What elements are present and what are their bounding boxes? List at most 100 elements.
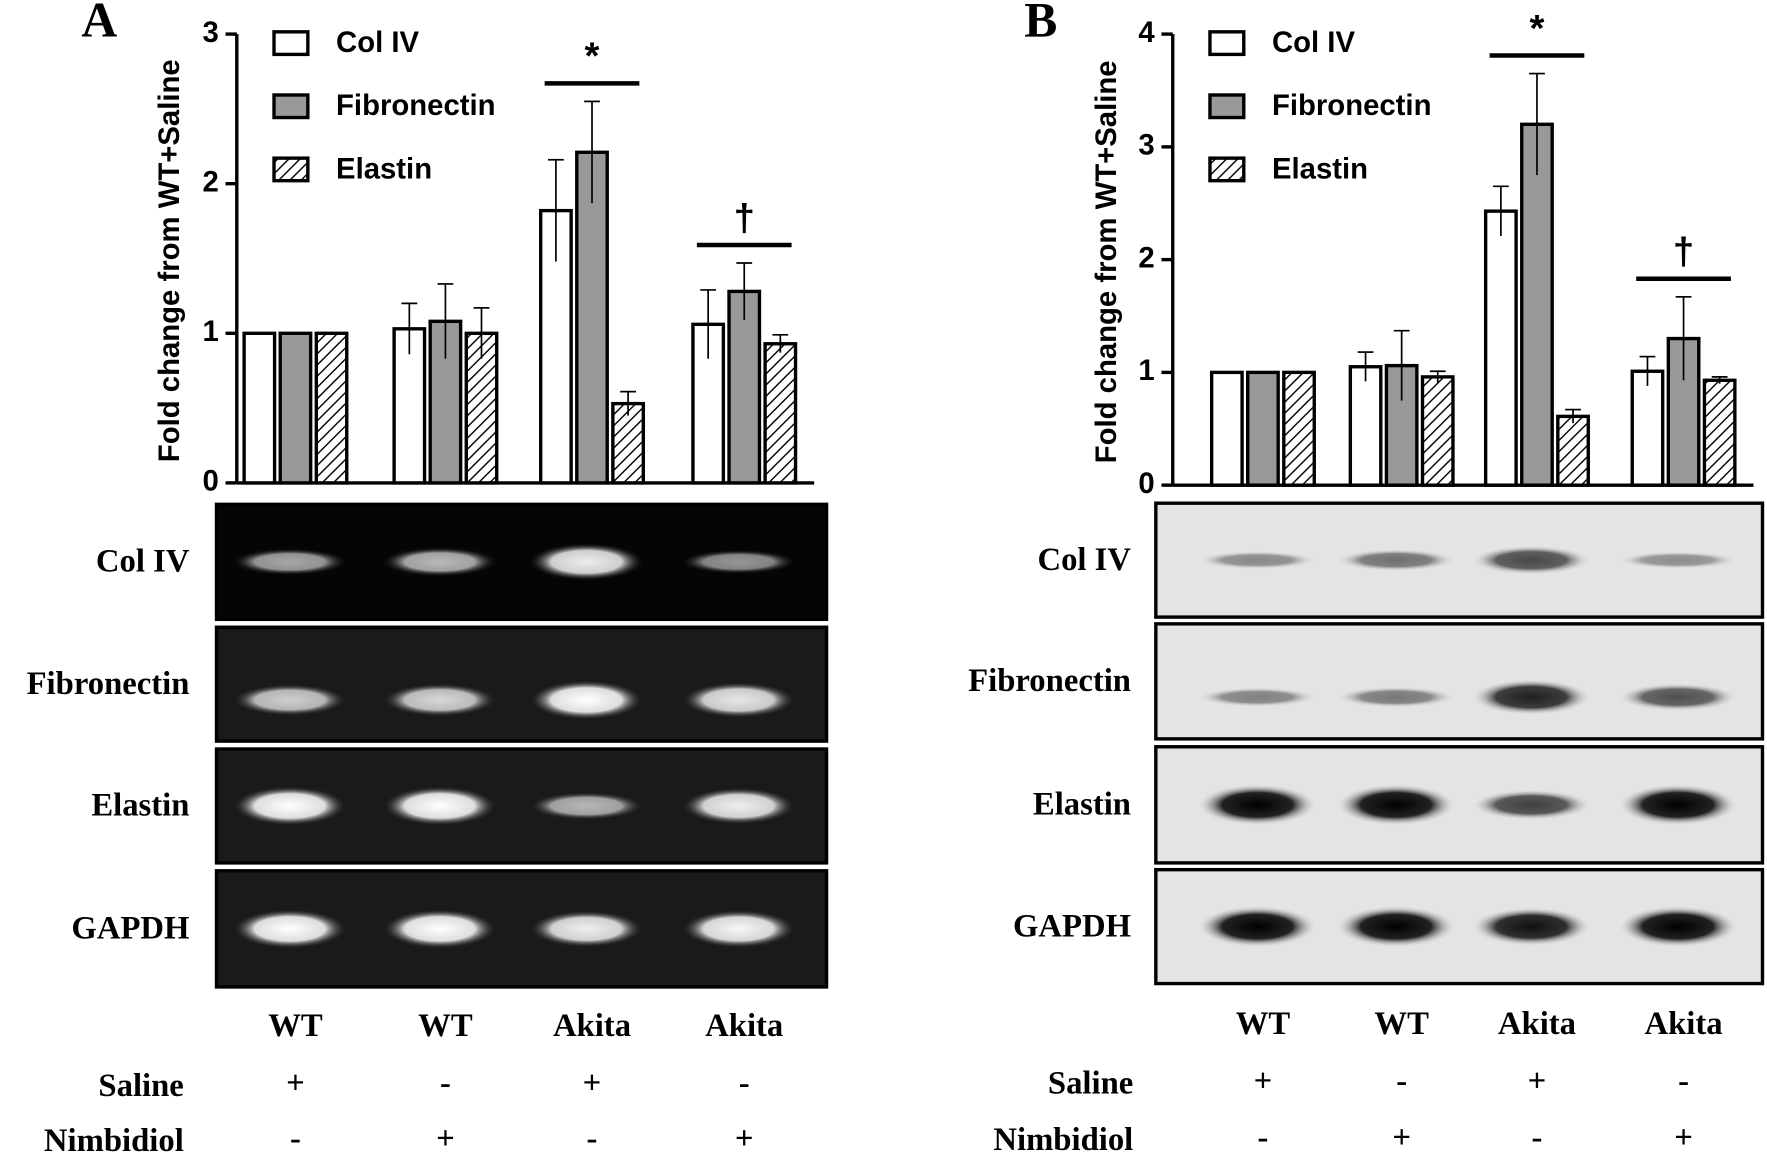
- bar: [278, 331, 313, 485]
- bar: [575, 150, 609, 485]
- bar: [1520, 122, 1554, 487]
- condition-label: Nimbidiol: [993, 1122, 1133, 1158]
- legend-swatch: [1208, 156, 1246, 183]
- condition-mark: -: [290, 1121, 301, 1157]
- condition-mark: +: [1254, 1063, 1273, 1099]
- y-tick-label: 1: [202, 315, 218, 348]
- blot-band: [381, 908, 499, 950]
- y-tick-label: 0: [1138, 467, 1154, 500]
- blot-label: Elastin: [91, 788, 189, 824]
- blot-band: [1619, 784, 1737, 826]
- blot-band: [1198, 551, 1316, 569]
- blot-band: [381, 546, 499, 577]
- y-tick-label: 1: [1138, 354, 1154, 387]
- blot-band: [231, 785, 349, 827]
- blot-band: [1198, 687, 1316, 707]
- blot-band: [527, 679, 646, 721]
- condition-mark: +: [1674, 1120, 1693, 1156]
- blot-band: [679, 549, 798, 575]
- condition-mark: -: [1532, 1120, 1543, 1156]
- x-tick-label: Akita: [553, 1008, 631, 1044]
- blot-band: [231, 683, 349, 717]
- legend-label: Fibronectin: [1272, 89, 1432, 122]
- condition-mark: +: [436, 1121, 455, 1157]
- y-tick-label: 3: [202, 16, 218, 49]
- bar: [691, 322, 726, 485]
- condition-mark: -: [587, 1121, 598, 1157]
- panel-label: A: [81, 0, 117, 47]
- x-tick-label: WT: [418, 1008, 473, 1044]
- y-axis-label: Fold change from WT+Saline: [1090, 60, 1123, 463]
- blot-band: [679, 787, 798, 825]
- y-tick-label: 0: [202, 465, 218, 498]
- x-tick-label: Akita: [1645, 1006, 1723, 1042]
- blot-band: [527, 909, 646, 948]
- blot-band: [1472, 907, 1590, 946]
- condition-label: Saline: [98, 1068, 183, 1104]
- condition-label: Nimbidiol: [44, 1123, 184, 1159]
- bar: [242, 331, 277, 485]
- blot-band: [1472, 545, 1590, 575]
- significance-mark: *: [1530, 7, 1545, 50]
- legend-label: Elastin: [1272, 152, 1368, 185]
- y-axis-label: Fold change from WT+Saline: [153, 59, 186, 462]
- bar: [1246, 370, 1280, 487]
- blot-band: [231, 908, 349, 950]
- blot-label: GAPDH: [71, 911, 189, 947]
- legend-swatch: [1208, 30, 1246, 57]
- y-tick-label: 3: [1138, 129, 1154, 162]
- x-tick-label: WT: [268, 1008, 323, 1044]
- condition-mark: +: [735, 1121, 754, 1157]
- condition-mark: +: [1392, 1120, 1411, 1156]
- legend-label: Col IV: [336, 26, 419, 59]
- condition-mark: -: [739, 1066, 750, 1102]
- legend-swatch: [272, 93, 310, 120]
- legend-label: Fibronectin: [336, 89, 496, 122]
- blot-band: [1619, 683, 1737, 711]
- condition-mark: +: [286, 1066, 305, 1102]
- blot-band: [1619, 551, 1737, 569]
- condition-label: Saline: [1048, 1066, 1133, 1102]
- x-tick-label: WT: [1374, 1006, 1429, 1042]
- bar: [1556, 414, 1590, 487]
- blot-label: Col IV: [96, 544, 190, 580]
- blot-band: [1472, 679, 1590, 715]
- bar: [1348, 365, 1383, 487]
- legend-swatch: [272, 30, 310, 57]
- blot-band: [1337, 686, 1455, 708]
- condition-mark: +: [1528, 1063, 1547, 1099]
- blot-band: [1198, 784, 1316, 826]
- bar: [314, 331, 349, 485]
- bar: [1702, 378, 1737, 487]
- bar: [763, 342, 798, 485]
- legend-label: Elastin: [336, 152, 432, 185]
- y-tick-label: 2: [1138, 241, 1154, 274]
- bar: [1209, 370, 1244, 487]
- condition-mark: +: [583, 1066, 602, 1102]
- blot-band: [1337, 784, 1455, 826]
- condition-mark: -: [440, 1066, 451, 1102]
- condition-mark: -: [1258, 1120, 1269, 1156]
- blot-label: Fibronectin: [27, 666, 190, 702]
- blot-panel: [1154, 622, 1765, 741]
- bar: [1282, 370, 1316, 487]
- legend-swatch: [1208, 93, 1246, 120]
- bar: [727, 289, 762, 485]
- blot-band: [527, 542, 646, 581]
- condition-mark: -: [1678, 1063, 1689, 1099]
- y-tick-label: 4: [1138, 16, 1155, 49]
- blot-band: [527, 791, 646, 821]
- blot-band: [1472, 789, 1590, 820]
- y-tick-label: 2: [202, 165, 218, 198]
- blot-label: Elastin: [1033, 787, 1131, 823]
- bar: [1630, 369, 1665, 487]
- significance-mark: †: [1673, 230, 1694, 273]
- blot-band: [1337, 549, 1455, 571]
- blot-band: [231, 548, 349, 576]
- legend-label: Col IV: [1272, 26, 1355, 59]
- bar: [1483, 209, 1518, 487]
- legend-swatch: [272, 156, 310, 183]
- bar: [1420, 375, 1455, 487]
